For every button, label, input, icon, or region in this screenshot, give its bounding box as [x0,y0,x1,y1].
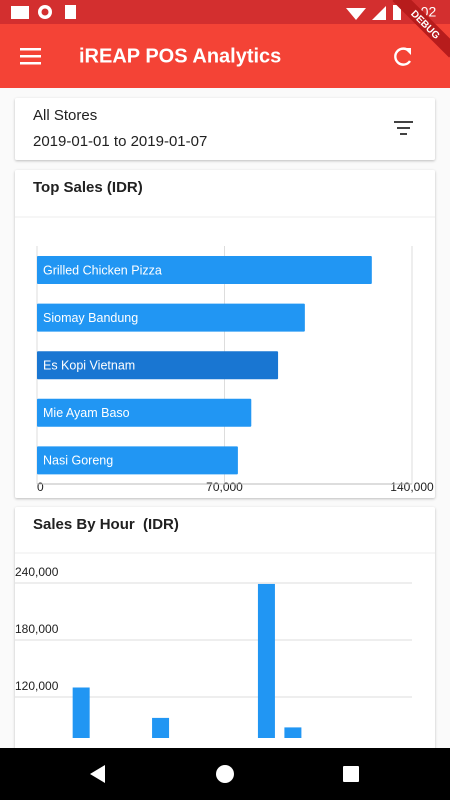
menu-line [20,48,41,51]
top-sales-chart: 0 70,000 140,000 Grilled Chicken Pizza Sioma… [36,246,434,494]
app-bar [0,24,450,88]
bar [37,398,252,427]
menu-button[interactable] [20,48,41,65]
bar [257,583,275,738]
bar-label: Nasi Goreng [43,454,113,468]
y-tick-label: 240,000 [15,565,59,579]
back-button[interactable] [90,765,105,783]
debug-ribbon [392,0,450,58]
filter-icon-line [400,133,407,135]
bar [37,446,238,475]
app-icon-dot [41,8,49,16]
card [15,507,435,767]
recents-button[interactable] [343,766,359,782]
filter-card[interactable]: All Stores 2019-01-01 to 2019-01-07 [15,98,435,160]
mail-icon [11,6,29,19]
date-range: 2019-01-01 to 2019-01-07 [33,133,207,150]
refresh-arrow [404,48,411,55]
battery-icon [393,5,401,20]
sales-by-hour-chart: 120,000 180,000 240,000 [15,565,412,738]
bar-label: Siomay Bandung [43,311,138,325]
store-name: All Stores [33,107,97,124]
bar [284,727,302,738]
filter-icon-line [397,127,410,129]
refresh-button[interactable] [394,47,412,66]
bar [37,303,305,332]
y-tick-label: 180,000 [15,622,59,636]
bar [72,687,90,738]
bar-label: Mie Ayam Baso [43,406,130,420]
menu-line [20,62,41,65]
chart-title: Top Sales (IDR) [33,179,143,196]
bar-label: Es Kopi Vietnam [43,358,135,372]
chart-title: Sales By Hour (IDR) [33,516,179,533]
x-tick-label: 140,000 [390,480,434,494]
x-tick-label: 70,000 [206,480,243,494]
x-tick-label: 0 [37,480,44,494]
home-button[interactable] [216,765,234,783]
refresh-arc [394,47,412,66]
wifi-icon [346,8,366,20]
bar [37,351,279,380]
menu-line [20,55,41,58]
filter-icon-line [394,121,413,123]
bar [152,717,170,738]
app-title: iREAP POS Analytics [79,45,281,67]
sd-icon [65,5,76,19]
y-tick-label: 120,000 [15,679,59,693]
card [15,98,435,160]
signal-icon [372,6,386,20]
bar-label: Grilled Chicken Pizza [43,263,162,277]
bar [37,256,372,284]
